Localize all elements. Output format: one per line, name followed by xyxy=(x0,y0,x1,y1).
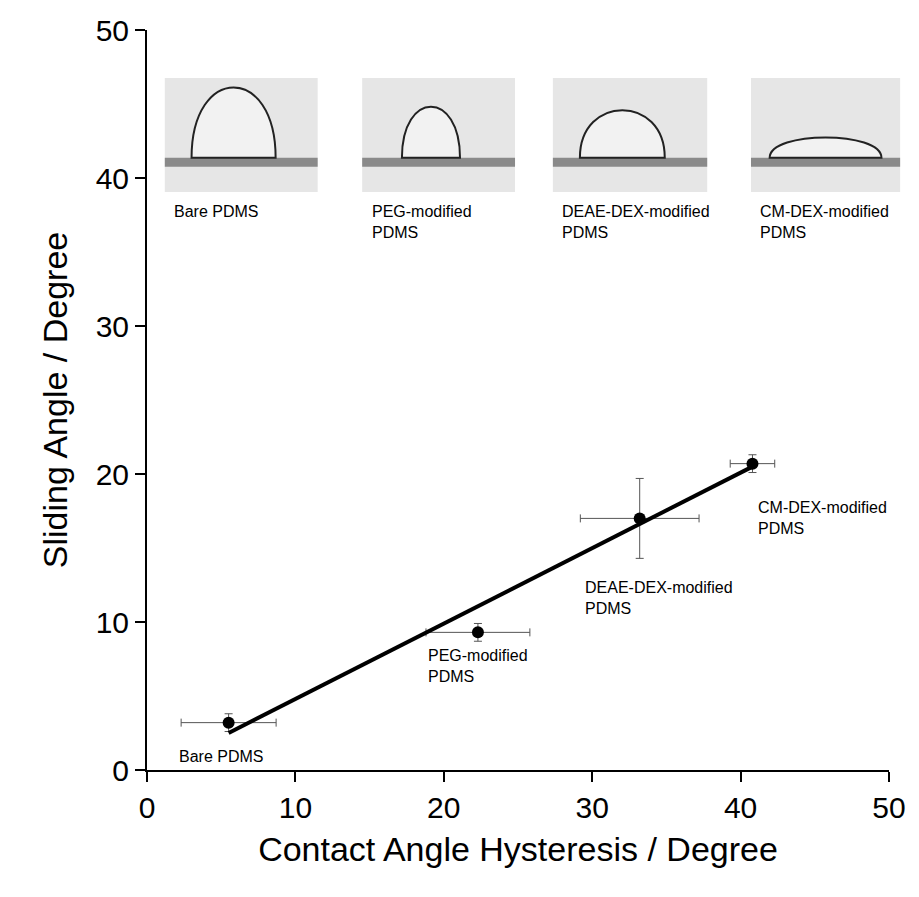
svg-text:10: 10 xyxy=(279,791,312,824)
svg-text:40: 40 xyxy=(96,162,129,195)
svg-text:50: 50 xyxy=(96,14,129,47)
svg-text:0: 0 xyxy=(112,754,129,787)
svg-text:30: 30 xyxy=(96,310,129,343)
svg-text:CM-DEX-modifiedPDMS: CM-DEX-modifiedPDMS xyxy=(758,499,887,537)
svg-text:0: 0 xyxy=(139,791,156,824)
svg-text:DEAE-DEX-modifiedPDMS: DEAE-DEX-modifiedPDMS xyxy=(585,579,733,617)
svg-text:20: 20 xyxy=(96,458,129,491)
svg-text:Contact Angle Hysteresis / Deg: Contact Angle Hysteresis / Degree xyxy=(258,830,778,868)
svg-text:30: 30 xyxy=(576,791,609,824)
svg-text:PEG-modifiedPDMS: PEG-modifiedPDMS xyxy=(428,647,528,685)
svg-text:50: 50 xyxy=(872,791,905,824)
svg-text:PEG-modifiedPDMS: PEG-modifiedPDMS xyxy=(372,203,472,241)
svg-text:Bare PDMS: Bare PDMS xyxy=(179,748,263,765)
svg-text:10: 10 xyxy=(96,606,129,639)
svg-text:40: 40 xyxy=(724,791,757,824)
svg-text:Sliding Angle / Degree: Sliding Angle / Degree xyxy=(36,232,74,568)
svg-text:20: 20 xyxy=(427,791,460,824)
svg-text:DEAE-DEX-modifiedPDMS: DEAE-DEX-modifiedPDMS xyxy=(562,203,710,241)
svg-text:Bare PDMS: Bare PDMS xyxy=(174,203,258,220)
svg-text:CM-DEX-modifiedPDMS: CM-DEX-modifiedPDMS xyxy=(760,203,889,241)
